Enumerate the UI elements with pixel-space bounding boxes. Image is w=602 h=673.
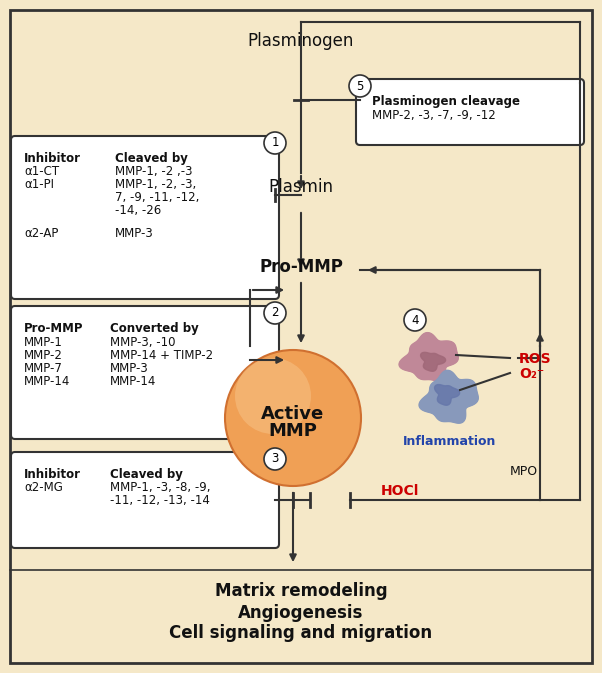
Text: Inflammation: Inflammation (403, 435, 497, 448)
Circle shape (404, 309, 426, 331)
Text: MMP-2, -3, -7, -9, -12: MMP-2, -3, -7, -9, -12 (372, 109, 496, 122)
Circle shape (349, 75, 371, 97)
Text: O₂⁻: O₂⁻ (519, 367, 544, 381)
Text: 4: 4 (411, 314, 419, 326)
Circle shape (235, 358, 311, 434)
Text: -11, -12, -13, -14: -11, -12, -13, -14 (110, 494, 210, 507)
Text: MMP-1, -2 ,-3: MMP-1, -2 ,-3 (115, 165, 193, 178)
Polygon shape (421, 353, 445, 371)
Text: MMP-7: MMP-7 (24, 362, 63, 375)
Text: Inhibitor: Inhibitor (24, 152, 81, 165)
Text: 5: 5 (356, 79, 364, 92)
Text: MMP-3: MMP-3 (115, 227, 154, 240)
Text: Converted by: Converted by (110, 322, 199, 335)
Text: ROS: ROS (519, 352, 551, 366)
Circle shape (264, 448, 286, 470)
Text: MMP-2: MMP-2 (24, 349, 63, 362)
Text: Plasminogen: Plasminogen (248, 32, 354, 50)
Circle shape (225, 350, 361, 486)
Text: MMP-1, -3, -8, -9,: MMP-1, -3, -8, -9, (110, 481, 211, 494)
Text: Active: Active (261, 405, 324, 423)
Polygon shape (419, 370, 478, 423)
FancyBboxPatch shape (11, 452, 279, 548)
Text: Angiogenesis: Angiogenesis (238, 604, 364, 622)
Text: Cleaved by: Cleaved by (115, 152, 188, 165)
Text: α2-AP: α2-AP (24, 227, 58, 240)
Text: α1-CT: α1-CT (24, 165, 59, 178)
FancyBboxPatch shape (11, 136, 279, 299)
Text: MMP-14 + TIMP-2: MMP-14 + TIMP-2 (110, 349, 213, 362)
Text: MMP-3: MMP-3 (110, 362, 149, 375)
Text: MPO: MPO (510, 465, 538, 478)
Text: Cleaved by: Cleaved by (110, 468, 183, 481)
Text: 7, -9, -11, -12,: 7, -9, -11, -12, (115, 191, 199, 204)
Polygon shape (435, 384, 459, 405)
Text: MMP-3, -10: MMP-3, -10 (110, 336, 176, 349)
Text: MMP: MMP (268, 422, 317, 440)
Text: Pro-MMP: Pro-MMP (259, 258, 343, 276)
Text: -14, -26: -14, -26 (115, 204, 161, 217)
FancyBboxPatch shape (356, 79, 584, 145)
FancyBboxPatch shape (10, 10, 592, 663)
Text: Inhibitor: Inhibitor (24, 468, 81, 481)
Text: MMP-14: MMP-14 (24, 375, 70, 388)
Text: MMP-14: MMP-14 (110, 375, 157, 388)
Text: MMP-1, -2, -3,: MMP-1, -2, -3, (115, 178, 196, 191)
Polygon shape (399, 332, 458, 381)
Text: Matrix remodeling: Matrix remodeling (215, 582, 387, 600)
Text: α1-PI: α1-PI (24, 178, 54, 191)
Text: HOCl: HOCl (381, 484, 419, 498)
Text: Plasmin: Plasmin (268, 178, 334, 196)
FancyBboxPatch shape (11, 306, 279, 439)
Text: 2: 2 (272, 306, 279, 320)
Text: α2-MG: α2-MG (24, 481, 63, 494)
Circle shape (264, 132, 286, 154)
Circle shape (264, 302, 286, 324)
Text: 1: 1 (272, 137, 279, 149)
Text: 3: 3 (272, 452, 279, 466)
Text: Cell signaling and migration: Cell signaling and migration (169, 624, 433, 642)
Text: Plasminogen cleavage: Plasminogen cleavage (372, 95, 520, 108)
Text: MMP-1: MMP-1 (24, 336, 63, 349)
Text: Pro-MMP: Pro-MMP (24, 322, 84, 335)
